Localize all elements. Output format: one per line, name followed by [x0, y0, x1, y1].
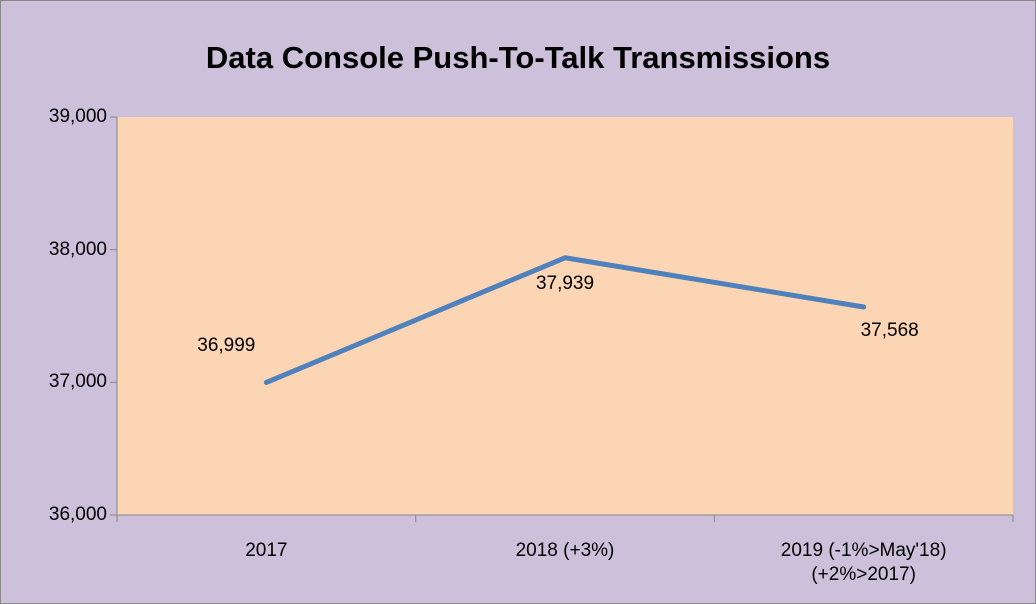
plot-area [117, 117, 1013, 515]
data-label: 36,999 [197, 335, 256, 357]
data-line [263, 255, 867, 385]
x-tick-label: 2018 (+3%) [515, 540, 615, 561]
x-tick-label: 2019 (-1%>May'18) (+2%>2017) [780, 540, 947, 585]
y-tick-label: 39,000 [48, 106, 107, 127]
y-tick-label: 38,000 [48, 238, 107, 260]
y-tick-label: 37,000 [48, 371, 107, 393]
x-tick-label: 2017 [245, 540, 288, 561]
data-label: 37,939 [535, 272, 595, 294]
data-label: 37,568 [860, 319, 919, 341]
y-tick-label: 36,000 [48, 504, 107, 525]
chart-title: Data Console Push-To-Talk Transmissions [205, 40, 831, 75]
